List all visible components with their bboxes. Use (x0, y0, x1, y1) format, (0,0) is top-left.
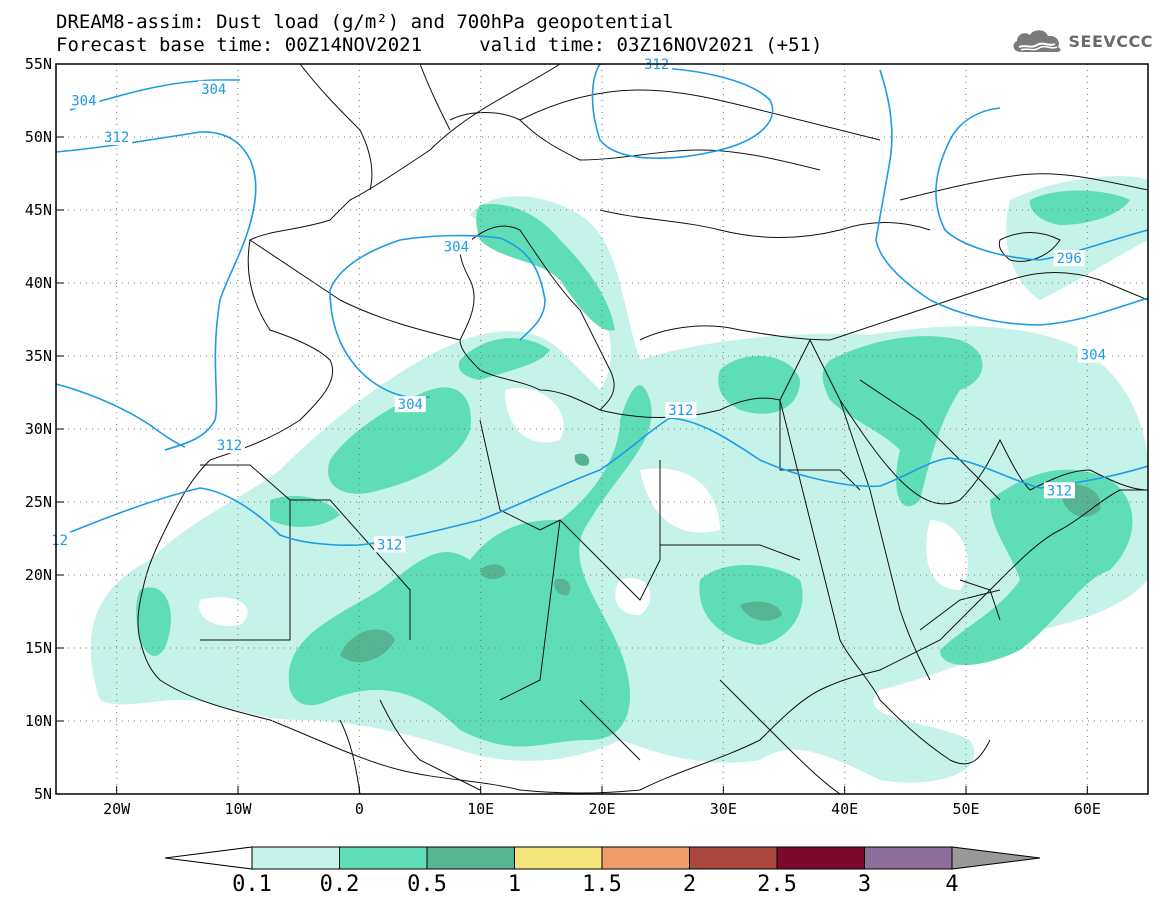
contour-label: 304 (201, 82, 226, 98)
contour-label: 312 (377, 537, 402, 553)
contour-label: 312 (668, 403, 693, 419)
lon-tick-label: 30E (710, 800, 737, 818)
colorbar-swatch (339, 846, 428, 870)
colorbar-swatch (864, 846, 953, 870)
dust-band-0.5 (340, 453, 1101, 663)
lat-tick-label: 55N (25, 55, 52, 73)
lat-tick-label: 45N (25, 201, 52, 219)
lat-tick-label: 25N (25, 493, 52, 511)
lat-tick-label: 15N (25, 639, 52, 657)
contour-label-bg (101, 129, 133, 145)
lat-tick-label: 50N (25, 128, 52, 146)
colorbar-label: 2 (683, 872, 696, 897)
colorbar-swatch (601, 846, 690, 870)
lon-tick-label: 10E (467, 800, 494, 818)
lon-tick-label: 20W (103, 800, 131, 818)
contour-label: 12 (51, 533, 68, 549)
contour-label-bg (374, 536, 406, 553)
contour-label-bg (1077, 346, 1109, 363)
contour-label: 312 (217, 438, 242, 454)
lat-tick-label: 20N (25, 566, 52, 584)
contour-label: 312 (644, 57, 669, 73)
contour-label: 304 (71, 94, 96, 110)
contour-label-bg (68, 92, 100, 109)
contour-label: 312 (1047, 483, 1072, 499)
contour-label-bg (440, 238, 472, 255)
colorbar-high-arrow (951, 846, 1041, 870)
lat-tick-label: 5N (34, 785, 52, 803)
map-title: DREAM8-assim: Dust load (g/m²) and 700hP… (56, 11, 674, 33)
lon-tick-label: 20E (588, 800, 615, 818)
colorbar-label: 0.5 (407, 872, 447, 897)
colorbar-swatch (689, 846, 778, 870)
geopotential-contours (56, 64, 1148, 546)
forecast-time-subtitle: Forecast base time: 00Z14NOV2021 valid t… (56, 34, 823, 56)
colorbar-swatch (514, 846, 603, 870)
contour-label-bg (48, 531, 71, 548)
cloud-icon (1013, 30, 1061, 52)
latitude-axis: 5N 10N 15N 20N 25N 30N 35N 40N 45N 50N 55N (25, 55, 64, 803)
lat-tick-label: 30N (25, 420, 52, 438)
colorbar-label: 1 (508, 872, 521, 897)
lat-tick-label: 35N (25, 347, 52, 365)
contour-label: 312 (104, 130, 129, 146)
contour-label-bg (394, 396, 426, 413)
colorbar-label: 0.1 (232, 872, 272, 897)
lon-tick-label: 40E (831, 800, 858, 818)
contour-label-bg (665, 402, 697, 419)
lon-tick-label: 10W (224, 800, 252, 818)
logo-text: SEEVCCC (1068, 31, 1153, 51)
contour-label: 304 (398, 397, 423, 413)
seevccc-logo: SEEVCCC (1009, 26, 1154, 56)
contour-label: 304 (444, 240, 469, 256)
contour-label: 304 (1081, 348, 1106, 364)
lat-tick-label: 40N (25, 274, 52, 292)
longitude-axis: 20W 10W 0 10E 20E 30E 40E 50E 60E (103, 786, 1101, 818)
lon-tick-label: 60E (1074, 800, 1101, 818)
colorbar-label: 0.2 (320, 872, 360, 897)
colorbar-label: 3 (858, 872, 871, 897)
contour-label-bg (1053, 250, 1085, 267)
colorbar-swatch (426, 846, 515, 870)
contour-label-bg (1043, 482, 1075, 499)
colorbar-swatch (251, 846, 340, 870)
colorbar-swatch (776, 846, 865, 870)
colorbar-label: 1.5 (582, 872, 622, 897)
colorbar-label: 4 (945, 872, 958, 897)
contour-label-bg (214, 437, 246, 454)
lat-tick-label: 10N (25, 712, 52, 730)
dust-fields (90, 176, 1148, 783)
lon-tick-label: 0 (355, 800, 364, 818)
colorbar: 0.1 0.2 0.5 1 1.5 2 2.5 3 4 (164, 846, 1041, 897)
contour-label: 296 (1056, 251, 1081, 267)
gridlines (56, 64, 1148, 794)
colorbar-low-arrow (164, 846, 253, 870)
lon-tick-label: 50E (952, 800, 979, 818)
contour-label-bg (198, 80, 230, 97)
colorbar-label: 2.5 (757, 872, 797, 897)
